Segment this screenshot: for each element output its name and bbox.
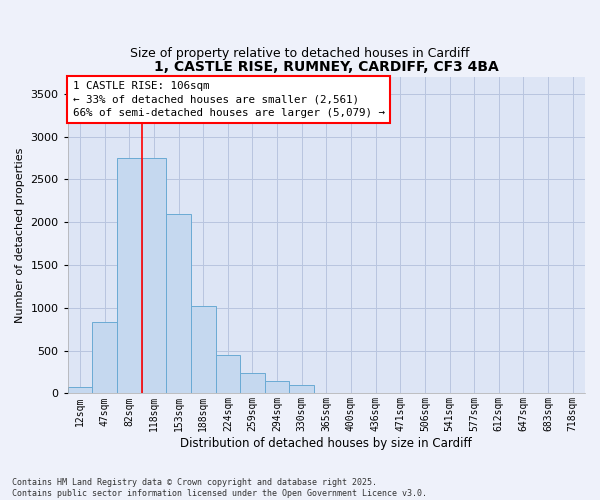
Bar: [240, 373, 265, 394]
Bar: [117, 158, 142, 394]
Bar: [289, 385, 314, 394]
Bar: [166, 214, 191, 394]
Bar: [215, 355, 240, 394]
Y-axis label: Number of detached properties: Number of detached properties: [15, 148, 25, 322]
Text: Contains HM Land Registry data © Crown copyright and database right 2025.
Contai: Contains HM Land Registry data © Crown c…: [12, 478, 427, 498]
Title: 1, CASTLE RISE, RUMNEY, CARDIFF, CF3 4BA: 1, CASTLE RISE, RUMNEY, CARDIFF, CF3 4BA: [154, 60, 499, 74]
Bar: [191, 306, 215, 394]
Bar: [265, 380, 289, 394]
X-axis label: Distribution of detached houses by size in Cardiff: Distribution of detached houses by size …: [181, 437, 472, 450]
Text: Size of property relative to detached houses in Cardiff: Size of property relative to detached ho…: [130, 48, 470, 60]
Text: 1 CASTLE RISE: 106sqm
← 33% of detached houses are smaller (2,561)
66% of semi-d: 1 CASTLE RISE: 106sqm ← 33% of detached …: [73, 82, 385, 118]
Bar: [92, 322, 117, 394]
Bar: [142, 158, 166, 394]
Bar: [68, 387, 92, 394]
